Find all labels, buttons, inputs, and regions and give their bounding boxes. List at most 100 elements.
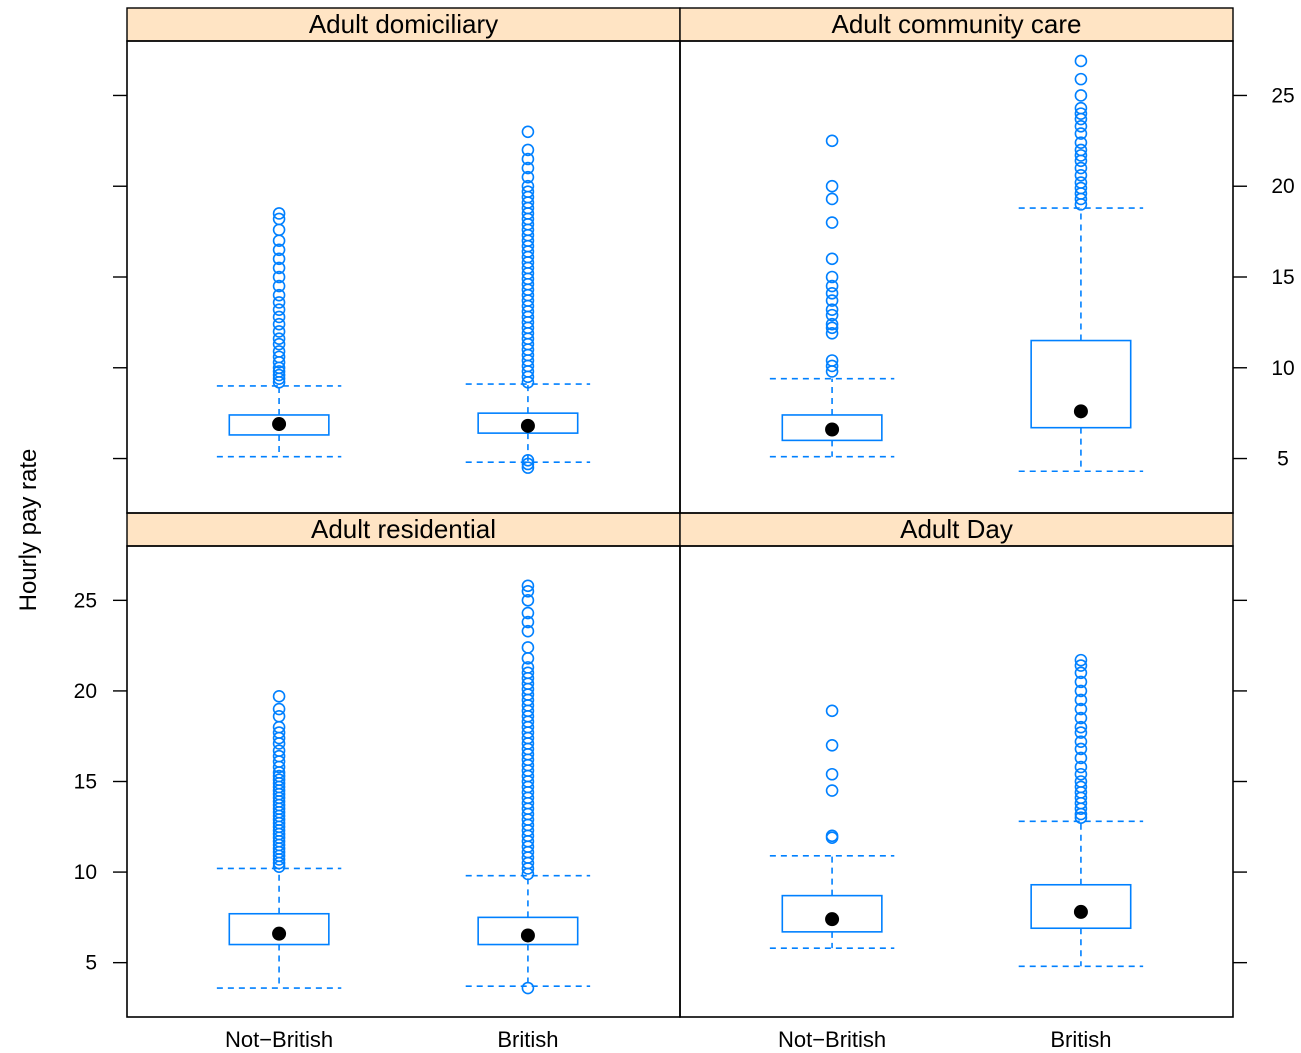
panel-frame xyxy=(126,545,681,1018)
median-dot xyxy=(825,912,840,927)
outlier-point xyxy=(825,359,839,373)
outlier-point xyxy=(1074,666,1088,680)
outlier-point xyxy=(521,152,535,166)
outlier-point xyxy=(1074,161,1088,175)
outlier-point xyxy=(272,243,286,257)
outlier-point xyxy=(521,666,535,680)
outlier-point xyxy=(1074,675,1088,689)
outlier-point xyxy=(1074,107,1088,120)
x-category-label: British xyxy=(497,1027,558,1052)
outlier-point xyxy=(272,288,286,302)
outlier-point xyxy=(1074,684,1088,698)
outlier-point xyxy=(1074,711,1088,725)
y-tick-label: 10 xyxy=(74,861,97,884)
outlier-point xyxy=(272,368,286,382)
outlier-point xyxy=(521,161,535,175)
outlier-point xyxy=(1074,767,1088,781)
panel-adult-domiciliary: Adult domiciliary xyxy=(113,7,681,514)
outlier-point xyxy=(1074,176,1088,189)
median-dot xyxy=(520,418,535,433)
outlier-point xyxy=(272,744,286,758)
outlier-point xyxy=(272,252,286,266)
outlier-point xyxy=(272,223,286,237)
outlier-point xyxy=(825,738,839,752)
outlier-point xyxy=(1074,136,1088,149)
panel-adult-day: Adult Day Not−British British xyxy=(679,512,1247,1052)
outlier-point xyxy=(1074,101,1088,115)
panel-strip xyxy=(679,7,1234,42)
outlier-point xyxy=(1074,720,1088,734)
y-tick-label: 20 xyxy=(1271,175,1294,198)
outlier-point xyxy=(272,709,286,723)
iqr-box xyxy=(781,414,883,442)
box-british xyxy=(465,579,591,995)
outlier-point xyxy=(1074,72,1088,86)
outlier-point xyxy=(521,185,535,198)
outlier-point xyxy=(521,454,535,467)
panel-frame xyxy=(679,545,1234,1018)
outlier-point xyxy=(521,461,535,474)
outlier-point xyxy=(1074,653,1088,667)
outlier-point xyxy=(521,584,535,598)
outlier-point xyxy=(1074,726,1088,739)
outlier-point xyxy=(521,143,535,157)
outlier-point xyxy=(825,317,839,331)
outlier-point xyxy=(521,615,535,629)
outlier-point xyxy=(272,365,286,378)
median-dot xyxy=(272,926,287,941)
panels: Adult residential 5 10 15 20 25 Not−British Bri… xyxy=(74,7,1295,1052)
median-dot xyxy=(520,928,535,943)
box-british xyxy=(1018,54,1144,473)
panel-strip xyxy=(679,512,1234,547)
iqr-box xyxy=(1030,339,1132,429)
y-tick-label: 15 xyxy=(74,771,97,794)
outlier-point xyxy=(825,784,839,797)
outlier-point xyxy=(272,726,286,739)
outlier-point xyxy=(1074,735,1088,748)
outlier-point xyxy=(1074,127,1088,140)
median-dot xyxy=(825,422,840,437)
y-axis-label: Hourly pay rate xyxy=(15,449,42,612)
box-not-british xyxy=(216,690,342,989)
outlier-point xyxy=(521,661,535,674)
outlier-point xyxy=(521,981,535,995)
y-tick-label: 5 xyxy=(85,952,97,975)
y-tick-label: 20 xyxy=(74,680,97,703)
outlier-point xyxy=(825,294,839,307)
outlier-point xyxy=(272,337,286,351)
box-british xyxy=(465,125,591,474)
box-not-british xyxy=(216,207,342,458)
y-tick-label: 25 xyxy=(74,589,97,612)
outlier-point xyxy=(1074,143,1088,157)
outlier-point xyxy=(1074,181,1088,195)
outlier-point xyxy=(825,270,839,284)
outlier-point xyxy=(825,252,839,266)
outlier-point xyxy=(825,279,839,293)
outlier-point xyxy=(521,606,535,620)
iqr-box xyxy=(781,894,883,933)
outlier-point xyxy=(1074,780,1088,794)
y-tick-label: 25 xyxy=(1271,84,1294,107)
iqr-box xyxy=(477,412,579,434)
outlier-point xyxy=(272,325,286,338)
panel-title: Adult domiciliary xyxy=(309,9,498,39)
outlier-point xyxy=(272,303,286,316)
box-not-british xyxy=(769,134,895,458)
outlier-point xyxy=(521,579,535,593)
outlier-point xyxy=(272,212,286,226)
outlier-point xyxy=(825,829,839,843)
outlier-point xyxy=(825,326,839,340)
outlier-point xyxy=(272,270,286,284)
median-dot xyxy=(1073,904,1088,919)
outlier-point xyxy=(825,354,839,367)
outlier-point xyxy=(272,749,286,763)
outlier-point xyxy=(1074,693,1088,707)
outlier-point xyxy=(1074,760,1088,774)
median-dot xyxy=(272,417,287,432)
iqr-box xyxy=(1030,883,1132,930)
outlier-point xyxy=(1074,751,1088,765)
outlier-point xyxy=(1074,659,1088,672)
outlier-point xyxy=(1074,811,1088,825)
x-category-label: Not−British xyxy=(225,1027,333,1052)
outlier-point xyxy=(825,216,839,229)
